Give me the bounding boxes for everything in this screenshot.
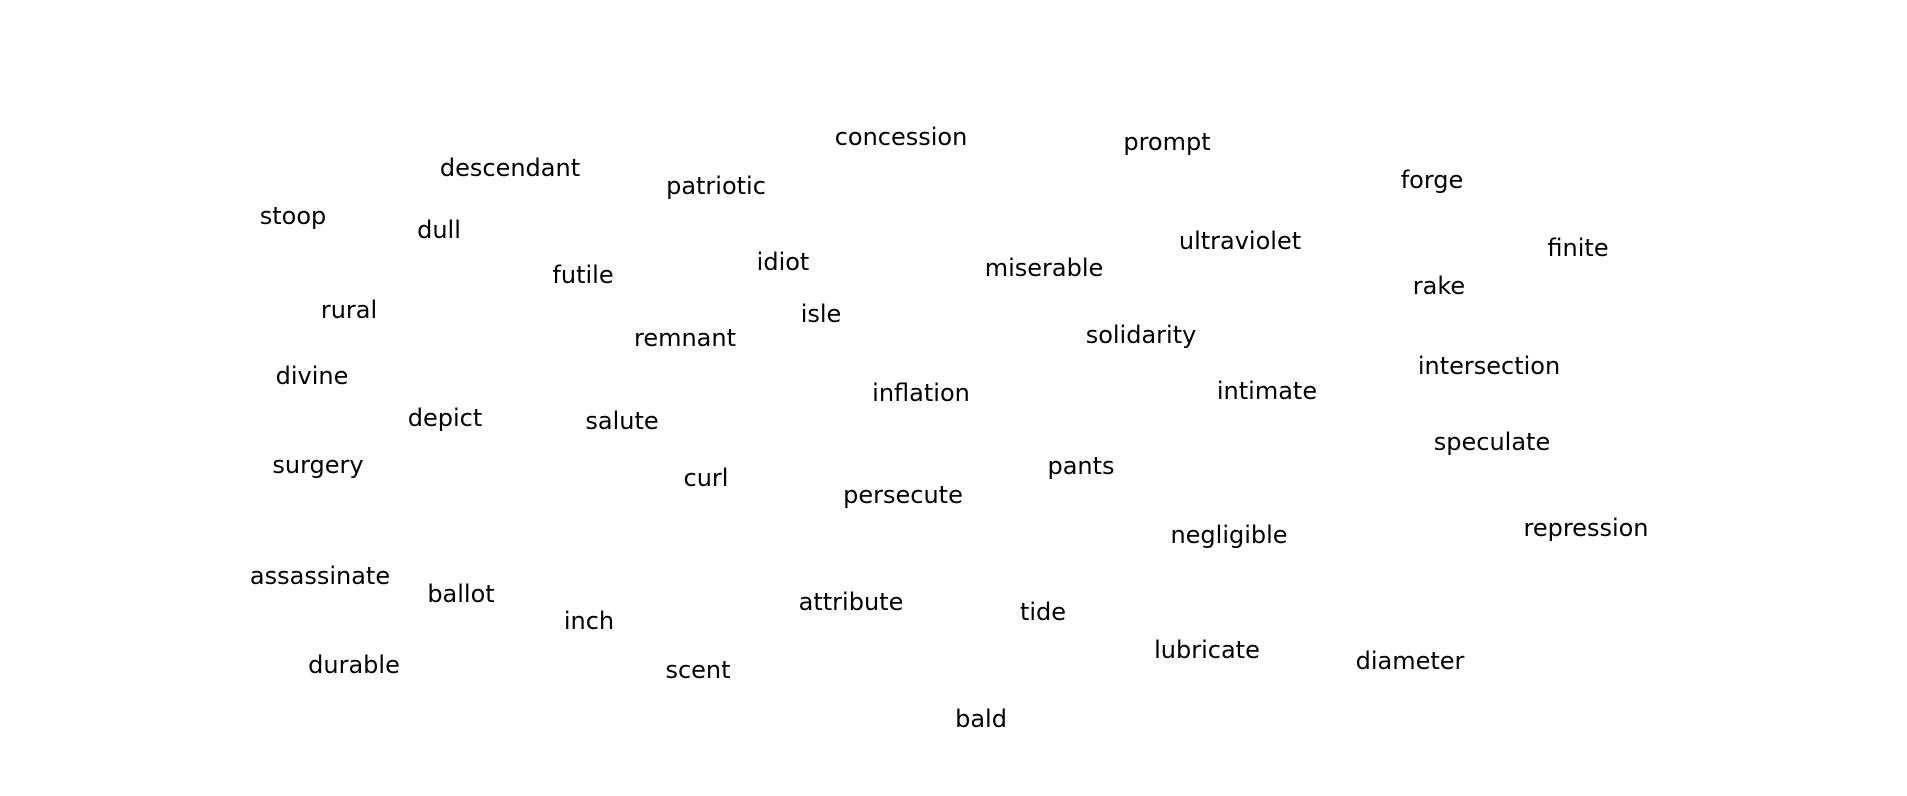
word-divine: divine bbox=[275, 362, 349, 390]
word-assassinate: assassinate bbox=[249, 562, 391, 590]
word-forge: forge bbox=[1400, 166, 1464, 194]
word-negligible: negligible bbox=[1170, 521, 1288, 549]
word-diameter: diameter bbox=[1355, 647, 1465, 675]
word-isle: isle bbox=[800, 300, 842, 328]
word-pants: pants bbox=[1047, 452, 1115, 480]
word-prompt: prompt bbox=[1123, 128, 1211, 156]
word-patriotic: patriotic bbox=[666, 172, 766, 200]
word-futile: futile bbox=[552, 261, 614, 289]
word-rake: rake bbox=[1412, 272, 1466, 300]
word-solidarity: solidarity bbox=[1085, 321, 1197, 349]
word-dull: dull bbox=[417, 216, 461, 244]
word-speculate: speculate bbox=[1433, 428, 1551, 456]
word-stoop: stoop bbox=[259, 202, 327, 230]
word-bald: bald bbox=[955, 705, 1007, 733]
word-finite: finite bbox=[1547, 234, 1609, 262]
word-intersection: intersection bbox=[1417, 352, 1561, 380]
word-lubricate: lubricate bbox=[1154, 636, 1260, 664]
word-inflation: inflation bbox=[872, 379, 970, 407]
word-salute: salute bbox=[585, 407, 659, 435]
word-miserable: miserable bbox=[984, 254, 1104, 282]
word-ultraviolet: ultraviolet bbox=[1178, 227, 1302, 255]
word-surgery: surgery bbox=[272, 451, 364, 479]
word-remnant: remnant bbox=[633, 324, 737, 352]
word-ballot: ballot bbox=[427, 580, 495, 608]
word-attribute: attribute bbox=[798, 588, 904, 616]
word-rural: rural bbox=[320, 296, 378, 324]
word-repression: repression bbox=[1523, 514, 1649, 542]
word-descendant: descendant bbox=[439, 154, 581, 182]
word-inch: inch bbox=[563, 607, 615, 635]
word-intimate: intimate bbox=[1216, 377, 1318, 405]
word-curl: curl bbox=[683, 464, 729, 492]
word-idiot: idiot bbox=[756, 248, 810, 276]
word-scent: scent bbox=[665, 656, 731, 684]
word-depict: depict bbox=[407, 404, 483, 432]
word-tide: tide bbox=[1019, 598, 1067, 626]
word-persecute: persecute bbox=[843, 481, 963, 509]
word-durable: durable bbox=[308, 651, 400, 679]
word-concession: concession bbox=[834, 123, 968, 151]
